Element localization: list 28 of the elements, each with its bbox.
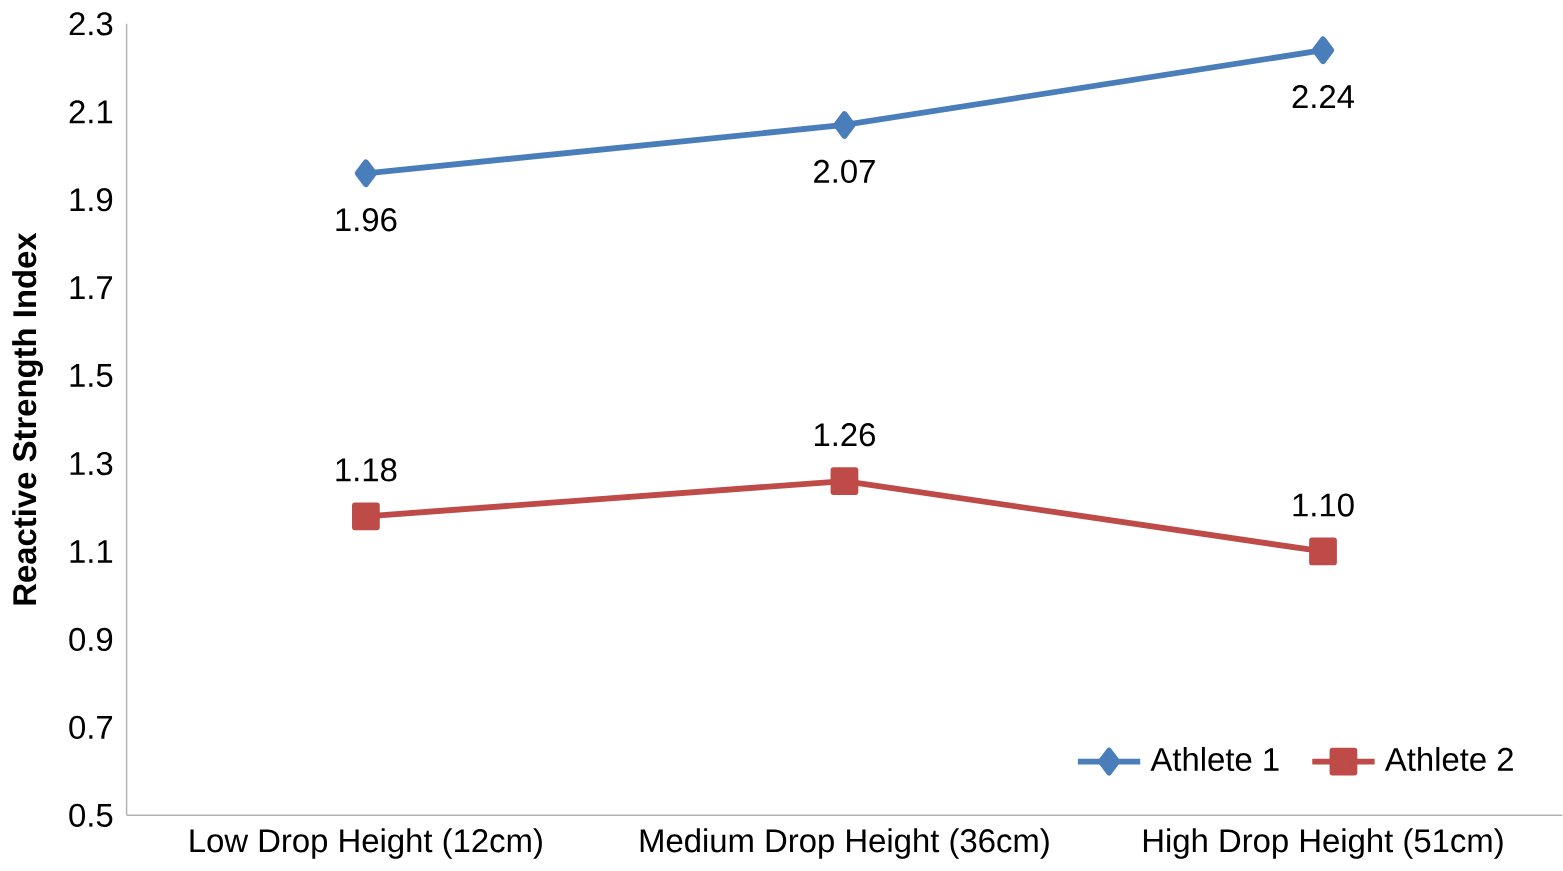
data-label: 1.10 — [1293, 493, 1354, 517]
y-tick-label: 1.5 — [70, 364, 113, 388]
y-tick-label: 1.3 — [70, 451, 113, 476]
legend-label: Athlete 1 — [1150, 746, 1279, 772]
point — [354, 159, 378, 188]
y-axis-title: Reactive Strength Index — [12, 232, 43, 605]
x-tick-label: Medium Drop Height (36cm) — [640, 828, 1049, 859]
point — [1309, 537, 1337, 566]
y-tick-label: 2.1 — [69, 100, 113, 124]
data-label: 1.96 — [336, 208, 397, 232]
x-tick-label: Low Drop Height (12cm) — [190, 828, 542, 859]
point — [830, 467, 859, 495]
data-label: 1.26 — [814, 423, 875, 447]
y-tick-label: 0.9 — [69, 627, 113, 652]
y-tick-label: 0.7 — [69, 715, 113, 740]
x-tick-label: High Drop Height (51cm) — [1143, 828, 1503, 859]
data-label: 2.07 — [814, 159, 875, 184]
point — [1311, 36, 1335, 65]
point — [833, 111, 856, 139]
legend-label: Athlete 2 — [1384, 746, 1513, 772]
y-tick-label: 1.7 — [70, 276, 113, 299]
y-tick-label: 0.5 — [69, 803, 113, 827]
data-label: 2.24 — [1292, 84, 1354, 108]
y-tick-label: 1.9 — [70, 188, 113, 212]
point — [352, 502, 380, 531]
y-tick-label: 2.3 — [69, 12, 113, 36]
data-label: 1.18 — [336, 458, 397, 482]
y-tick-label: 1.1 — [70, 540, 113, 563]
